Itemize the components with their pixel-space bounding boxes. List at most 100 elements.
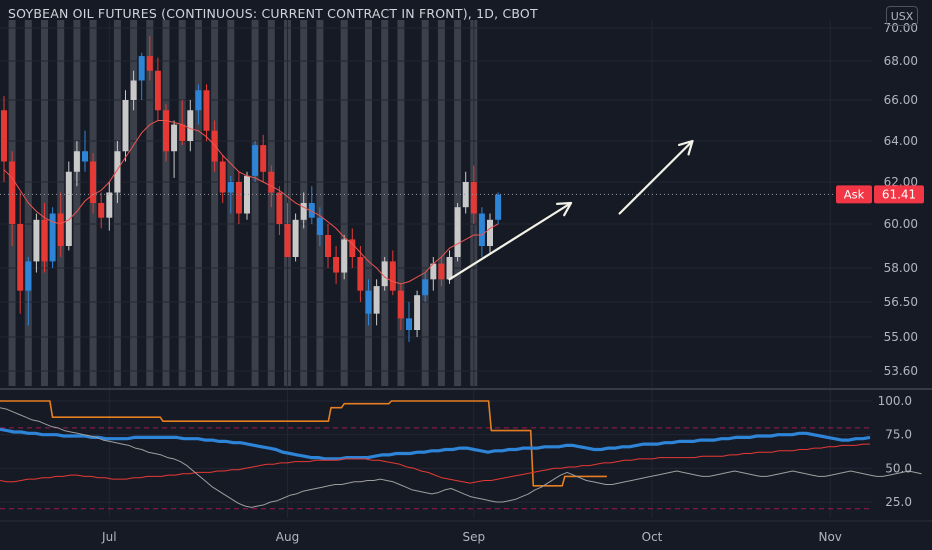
candle-body: [389, 261, 396, 291]
candle-body: [98, 203, 105, 218]
price-tick-label: 60.00: [884, 217, 918, 231]
session-band: [194, 20, 202, 386]
candle: [9, 151, 16, 246]
arrow-up-trend: [448, 201, 573, 281]
session-band: [162, 20, 170, 386]
candle-body: [146, 56, 153, 71]
currency-button[interactable]: USX: [886, 6, 918, 26]
candle: [227, 175, 234, 214]
candle: [454, 203, 461, 262]
price-axis: 53.6055.0056.5058.0060.0062.0064.0066.00…: [884, 21, 918, 378]
candle-body: [211, 130, 218, 162]
candle-body: [397, 290, 404, 319]
candle: [316, 207, 323, 246]
candle-body: [57, 213, 64, 246]
candle-body: [1, 110, 7, 162]
price-tick-label: 58.00: [884, 261, 918, 275]
candle: [138, 52, 145, 100]
candle-body: [365, 290, 372, 314]
oscillator-line: [0, 443, 870, 484]
candle-body: [478, 213, 485, 246]
ask-label: Ask: [844, 187, 865, 201]
trend-arrows: [448, 139, 694, 281]
candle-body: [235, 182, 242, 214]
ask-value-box: [874, 185, 924, 204]
arrow-projection: [618, 139, 694, 215]
oscillator-series: [0, 400, 922, 508]
candle: [122, 90, 129, 162]
candle: [381, 257, 388, 291]
candle-body: [406, 318, 412, 330]
candle-body: [227, 182, 234, 193]
candle: [260, 134, 267, 182]
candle: [462, 171, 469, 214]
candle: [276, 186, 283, 235]
candle: [219, 155, 226, 203]
candle: [90, 153, 97, 214]
candle: [203, 84, 210, 141]
candle: [373, 279, 380, 326]
candle: [349, 228, 356, 268]
candle: [106, 182, 113, 231]
candle-body: [325, 235, 331, 257]
candle-body: [454, 207, 461, 257]
candle-body: [260, 145, 267, 172]
candle-body: [114, 151, 121, 193]
osc-tick-label: 75.0: [885, 428, 912, 442]
candle: [430, 257, 437, 291]
ask-price-tag: Ask 61.41: [836, 185, 924, 204]
price-tick-label: 53.60: [884, 364, 918, 378]
candle-body: [65, 171, 72, 246]
candle-body: [414, 295, 421, 330]
candle-body: [316, 217, 323, 235]
arrow-head: [555, 201, 573, 217]
candle-body: [333, 257, 340, 273]
candle-body: [90, 161, 97, 203]
oscillator-line: [0, 400, 607, 487]
candle-body: [171, 124, 178, 152]
candle: [25, 257, 32, 326]
candle-body: [308, 203, 315, 218]
candle-body: [195, 90, 202, 111]
candle: [195, 84, 202, 125]
candle-body: [446, 257, 453, 280]
price-tick-label: 66.00: [884, 93, 918, 107]
time-tick-label: Sep: [462, 530, 485, 544]
candle: [235, 171, 242, 224]
candle-body: [373, 286, 380, 314]
candle-body: [276, 192, 283, 224]
candle-body: [422, 279, 429, 296]
candle: [284, 203, 291, 257]
time-axis: JulAugSepOctNovDec: [0, 520, 932, 544]
session-band: [365, 20, 372, 386]
candle: [130, 70, 137, 111]
candle-body: [179, 124, 186, 141]
candle: [357, 246, 364, 302]
candle: [414, 290, 421, 337]
price-tick-label: 68.00: [884, 54, 918, 68]
candle-body: [130, 80, 137, 100]
candle: [333, 246, 340, 284]
session-band: [340, 20, 348, 386]
arrow-head: [677, 139, 694, 156]
candle: [292, 213, 299, 262]
ask-value: 61.41: [882, 187, 916, 201]
candle: [244, 171, 250, 220]
candle-body: [252, 145, 259, 176]
candle-body: [341, 239, 348, 273]
candle: [252, 141, 259, 182]
candle: [438, 257, 445, 287]
oscillator-line: [0, 427, 871, 461]
candle: [325, 224, 331, 268]
candle: [179, 100, 186, 146]
session-band: [421, 20, 429, 386]
osc-tick-label: 100.0: [878, 394, 912, 408]
time-tick-label: Oct: [642, 530, 663, 544]
candle-body: [203, 90, 210, 131]
candle: [114, 141, 121, 203]
candle-body: [49, 213, 56, 262]
candle-body: [154, 70, 161, 111]
candle: [397, 283, 404, 330]
oscillator-line: [0, 407, 922, 508]
osc-tick-label: 25.0: [885, 495, 912, 509]
